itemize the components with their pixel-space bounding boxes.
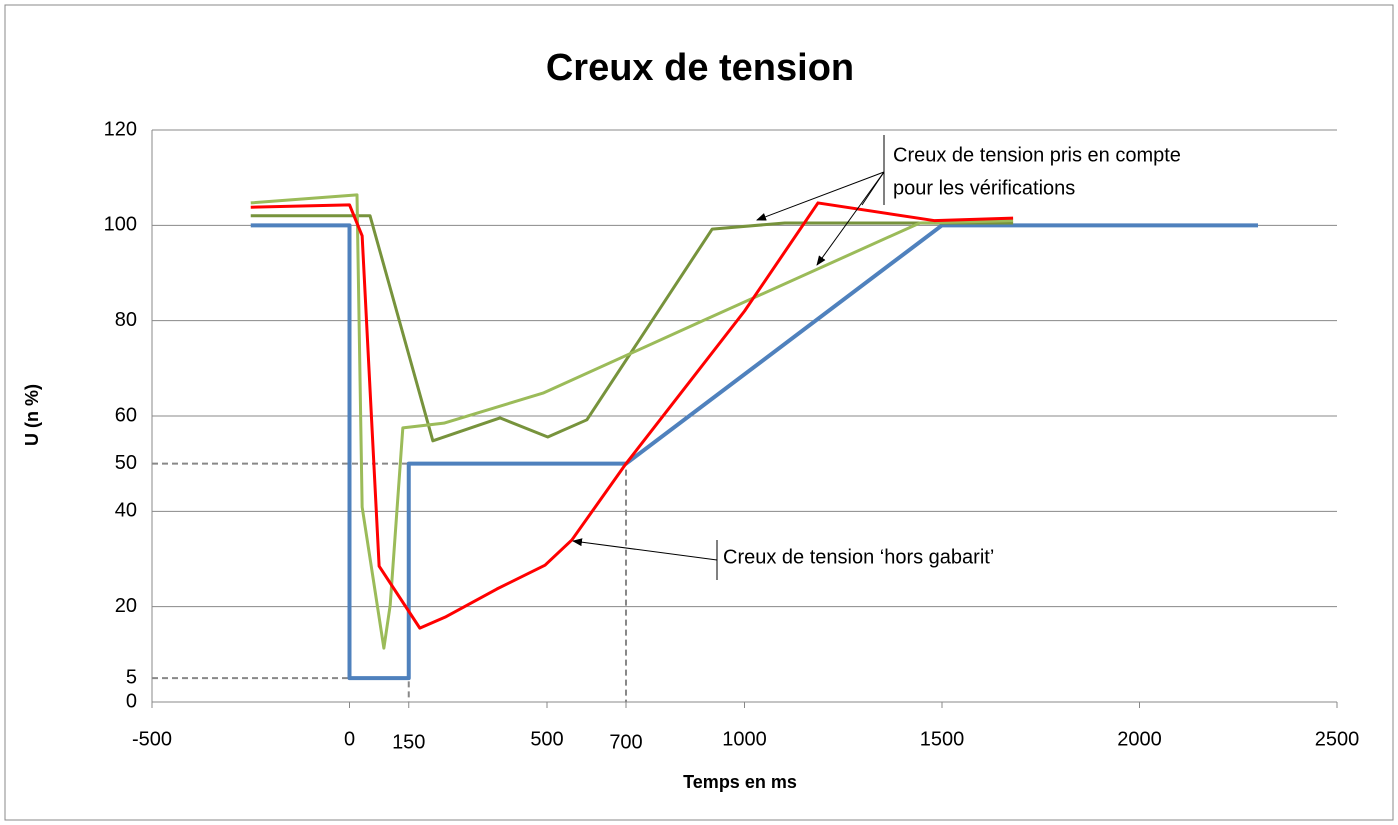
frame — [4, 4, 1394, 821]
y-tick-label: 0 — [126, 690, 137, 712]
annotation: pour les vérifications — [893, 177, 1075, 199]
y-tick-label: 100 — [104, 214, 137, 236]
x-tick-label: 150 — [392, 731, 425, 753]
y-tick-label: 80 — [115, 309, 137, 331]
y-tick-label: 60 — [115, 404, 137, 426]
y-axis-label: U (n %) — [22, 384, 42, 446]
callout-line — [861, 171, 885, 206]
y-tick-label: 5 — [126, 666, 137, 688]
y-tick-label: 50 — [115, 452, 137, 474]
x-tick-label: 2500 — [1315, 728, 1360, 750]
series-line — [250, 223, 1258, 681]
series-line — [250, 201, 1014, 630]
x-tick-label: 1000 — [722, 728, 767, 750]
y-tick-label: 20 — [115, 595, 137, 617]
x-axis-label: Temps en ms — [683, 772, 797, 792]
series-line — [250, 193, 1014, 650]
x-tick-label: -500 — [132, 728, 172, 750]
annotation: Creux de tension pris en compte — [893, 144, 1181, 166]
callout-arrow — [572, 538, 718, 561]
callout-arrow — [816, 171, 885, 266]
x-tick-label: 500 — [530, 728, 563, 750]
x-tick-label: 0 — [344, 728, 355, 750]
guide-line — [152, 677, 410, 702]
annotation: Creux de tension ‘hors gabarit’ — [723, 546, 994, 568]
y-tick-label: 40 — [115, 500, 137, 522]
chart-title: Creux de tension — [546, 47, 854, 89]
x-tick-label: 2000 — [1117, 728, 1162, 750]
series-line — [250, 214, 1014, 443]
x-tick-label: 1500 — [920, 728, 965, 750]
x-tick-label: 700 — [609, 731, 642, 753]
y-tick-label: 120 — [104, 118, 137, 140]
callout-arrow — [756, 171, 885, 221]
